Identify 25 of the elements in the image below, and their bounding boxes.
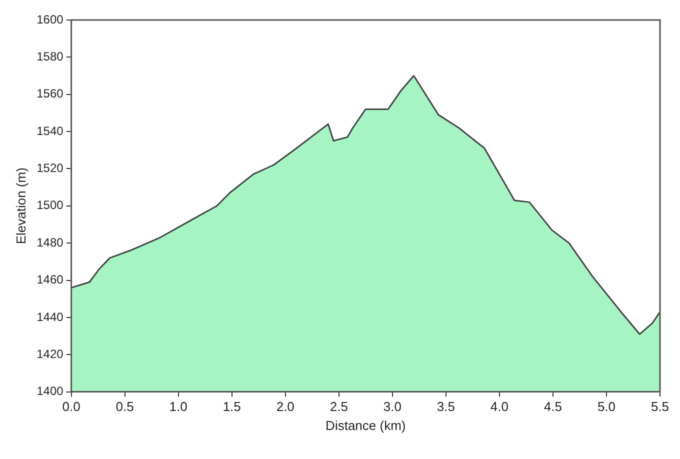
x-tick-label: 5.0	[597, 399, 616, 414]
y-tick-label: 1500	[36, 198, 64, 212]
y-tick-label: 1460	[36, 272, 64, 287]
y-tick-label: 1560	[36, 86, 64, 101]
x-tick-label: 3.5	[436, 399, 455, 414]
y-tick-label: 1440	[36, 310, 64, 324]
y-tick-label: 1600	[36, 12, 64, 26]
y-tick-label: 1540	[36, 124, 64, 138]
x-tick-label: 1.0	[169, 399, 188, 414]
x-tick-label: 0.0	[62, 399, 80, 414]
x-tick-label: 4.0	[490, 399, 508, 414]
y-axis-title: Elevation (m)	[13, 168, 28, 244]
x-tick-label: 4.5	[544, 399, 562, 414]
y-tick-label: 1480	[36, 235, 64, 250]
y-tick-label: 1400	[36, 384, 64, 398]
x-tick-label: 5.5	[650, 399, 670, 414]
y-tick-label: 1420	[36, 346, 64, 361]
x-axis-title: Distance (km)	[326, 418, 406, 433]
x-tick-label: 1.5	[222, 399, 241, 414]
y-tick-label: 1580	[36, 49, 64, 64]
x-tick-label: 2.0	[276, 399, 294, 414]
x-tick-label: 3.0	[383, 399, 402, 414]
x-tick-label: 0.5	[116, 399, 134, 414]
y-tick-label: 1520	[36, 161, 64, 176]
x-tick-label: 2.5	[330, 399, 348, 414]
